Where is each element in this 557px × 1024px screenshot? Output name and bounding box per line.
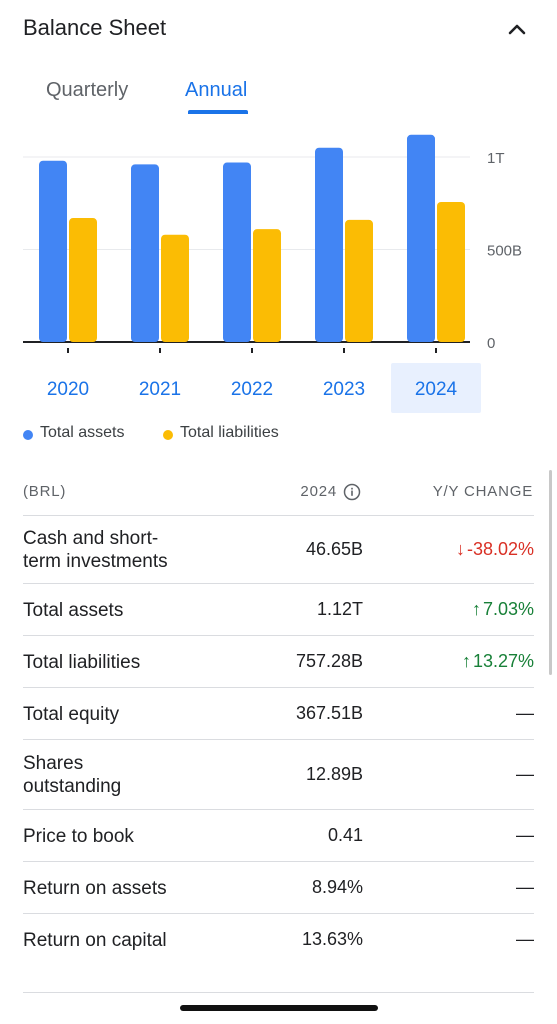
year-header: 2024 (300, 483, 337, 500)
active-tab-indicator (188, 110, 248, 114)
table-row: Shares outstanding 12.89B — (23, 739, 534, 810)
y-tick-label: 1T (487, 150, 505, 167)
table-row: Price to book 0.41 — (23, 809, 534, 862)
arrow-down-icon: ↓ (455, 539, 465, 559)
chevron-up-icon[interactable] (503, 16, 531, 44)
bar-total-liabilities-2022[interactable] (253, 229, 281, 342)
scrollbar[interactable] (549, 470, 552, 675)
row-value: 8.94% (311, 877, 363, 897)
row-label: Total liabilities (23, 651, 141, 673)
table-row: Return on assets 8.94% — (23, 861, 534, 914)
bar-total-liabilities-2020[interactable] (69, 218, 97, 342)
currency-header: (BRL) (23, 483, 67, 500)
row-change: — (516, 703, 534, 724)
row-value: 757.28B (295, 651, 363, 671)
row-change: — (516, 825, 534, 846)
row-label: Return on capital (23, 929, 167, 951)
change-text: — (516, 825, 534, 845)
row-label: Total equity (23, 703, 120, 725)
x-tick-label-2023[interactable]: 2023 (323, 379, 365, 400)
x-tick-label-2021[interactable]: 2021 (139, 379, 181, 400)
selected-year-highlight (391, 363, 481, 413)
row-value: 0.41 (327, 825, 363, 845)
period-tabs: Quarterly Annual (0, 72, 557, 118)
legend-dot-total-assets (23, 430, 33, 440)
change-text: — (516, 877, 534, 897)
change-text: — (516, 929, 534, 949)
bar-total-assets-2022[interactable] (223, 162, 251, 342)
row-change: — (516, 764, 534, 785)
row-value: 367.51B (295, 703, 363, 723)
x-tick (343, 348, 345, 353)
row-label: Price to book (23, 825, 134, 847)
x-tick-label-2024[interactable]: 2024 (415, 379, 458, 400)
change-text: — (516, 764, 534, 784)
change-text: -38.02% (466, 539, 534, 559)
change-text: 7.03% (482, 599, 534, 619)
row-change: — (516, 877, 534, 898)
table-row: Return on capital 13.63% — (23, 913, 534, 966)
row-label: Total assets (23, 599, 124, 621)
table-header: (BRL) 2024 Y/Y CHANGE (0, 470, 557, 515)
legend-label-total-assets: Total assets (40, 424, 125, 441)
bar-total-liabilities-2023[interactable] (345, 219, 373, 342)
table-row: Cash and short- term investments 46.65B ↓ -… (23, 515, 534, 584)
arrow-up-icon: ↑ (471, 599, 481, 619)
y-tick-label: 0 (487, 335, 495, 352)
row-value: 13.63% (301, 929, 363, 949)
bar-total-liabilities-2024[interactable] (437, 201, 465, 342)
row-change: — (516, 929, 534, 950)
yy-change-header: Y/Y CHANGE (432, 483, 533, 500)
arrow-up-icon: ↑ (461, 651, 471, 671)
row-change: ↑ 7.03% (472, 599, 534, 620)
tab-quarterly[interactable]: Quarterly (46, 79, 129, 101)
x-tick (251, 348, 253, 353)
table-row: Total equity 367.51B — (23, 687, 534, 740)
row-change: ↓ -38.02% (456, 539, 534, 560)
bar-total-assets-2021[interactable] (131, 164, 159, 342)
row-value: 1.12T (316, 599, 363, 619)
balance-sheet-header[interactable]: Balance Sheet (0, 0, 557, 60)
row-value: 46.65B (305, 539, 363, 559)
row-change: ↑ 13.27% (462, 651, 534, 672)
row-label: Cash and short- term investments (23, 528, 168, 572)
x-tick (435, 348, 437, 353)
info-icon[interactable] (343, 483, 361, 501)
bar-total-liabilities-2021[interactable] (161, 234, 189, 342)
legend-dot-total-liabilities (163, 430, 173, 440)
y-tick-label: 500B (487, 243, 522, 260)
x-tick (159, 348, 161, 353)
row-label: Return on assets (23, 877, 167, 899)
row-label: Shares outstanding (23, 753, 122, 797)
bar-total-assets-2020[interactable] (39, 160, 67, 342)
tab-annual[interactable]: Annual (185, 79, 248, 101)
x-tick-label-2022[interactable]: 2022 (231, 379, 273, 400)
x-tick (67, 348, 69, 353)
balance-chart: 1T 500B 0 2020 2021 2022 2023 2024 (23, 134, 522, 413)
change-text: 13.27% (472, 651, 534, 671)
bar-total-assets-2024[interactable] (407, 134, 435, 342)
table-row: Total liabilities 757.28B ↑ 13.27% (23, 635, 534, 688)
legend-label-total-liabilities: Total liabilities (180, 424, 279, 441)
section-title: Balance Sheet (23, 15, 167, 40)
table-row: Total assets 1.12T ↑ 7.03% (23, 583, 534, 636)
bar-total-assets-2023[interactable] (315, 147, 343, 342)
home-indicator[interactable] (180, 1005, 378, 1011)
change-text: — (516, 703, 534, 723)
row-value: 12.89B (305, 764, 363, 784)
x-tick-label-2020[interactable]: 2020 (47, 379, 89, 400)
section-divider (23, 992, 534, 993)
